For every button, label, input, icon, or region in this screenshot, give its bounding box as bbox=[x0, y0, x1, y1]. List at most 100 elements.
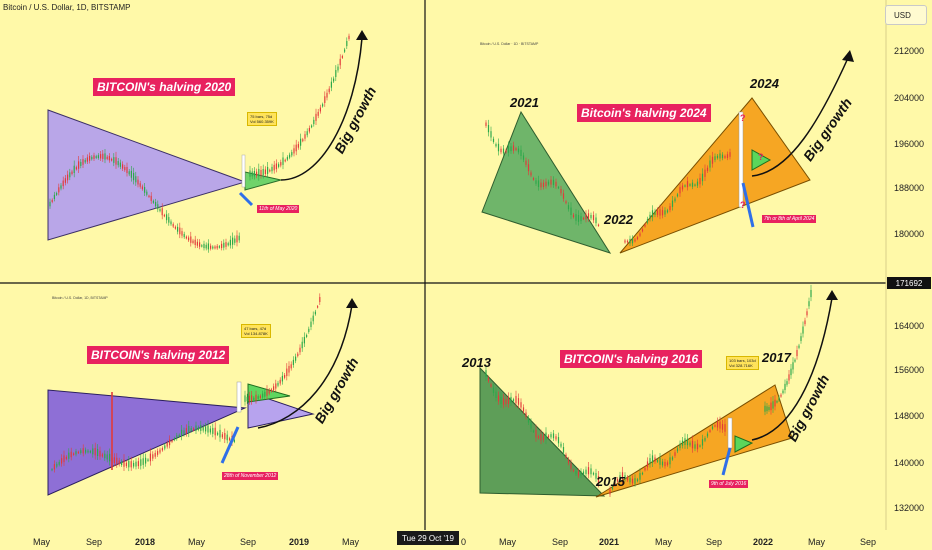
price-2024-candle bbox=[515, 148, 517, 151]
price-2016-candle bbox=[505, 399, 507, 405]
price-2024-candle bbox=[517, 148, 520, 153]
price-2024b-candle bbox=[699, 177, 701, 185]
price-2012b-candle bbox=[312, 315, 314, 322]
price-2024b-candle bbox=[669, 206, 671, 211]
price-2020-candle bbox=[181, 231, 183, 236]
price-2012-candle bbox=[226, 434, 228, 441]
price-2020-candle bbox=[141, 186, 143, 190]
price-2020-candle bbox=[117, 161, 119, 166]
price-2020-candle bbox=[82, 159, 84, 165]
price-2012b-candle bbox=[286, 368, 288, 377]
price-2020-candle bbox=[146, 191, 148, 195]
time-tick: 2021 bbox=[599, 537, 620, 547]
price-2012-candle bbox=[145, 457, 147, 464]
price-2024b-candle bbox=[659, 209, 661, 216]
price-2016b-candle bbox=[694, 444, 696, 449]
price-2024-candle bbox=[487, 125, 490, 133]
price-2024-candle bbox=[497, 143, 500, 152]
price-2016b-candle bbox=[699, 445, 701, 447]
price-2020-candle bbox=[196, 241, 198, 246]
price-2012-candle bbox=[65, 456, 67, 460]
price-2024-candle bbox=[592, 215, 595, 221]
price-2016c-candle bbox=[778, 397, 780, 401]
price-2016c-candle bbox=[798, 345, 800, 348]
price-2020-candle bbox=[166, 214, 168, 221]
price-2012-candle bbox=[159, 449, 161, 453]
price-2016c-candle bbox=[794, 359, 796, 362]
question-mark: ? bbox=[740, 200, 746, 210]
price-2024b-candle bbox=[704, 169, 706, 177]
price-2020-candle bbox=[172, 224, 174, 227]
time-tick: May bbox=[499, 537, 517, 547]
price-2012b-candle bbox=[299, 347, 301, 353]
price-2016b-candle bbox=[719, 421, 721, 429]
price-2024-candle bbox=[492, 138, 495, 142]
price-2020-candle bbox=[89, 155, 91, 161]
price-2024b-candle bbox=[626, 240, 629, 243]
price-2016-candle bbox=[575, 471, 577, 475]
price-2012b-candle bbox=[277, 382, 279, 386]
price-2012-candle bbox=[58, 461, 60, 465]
price-2012b-candle bbox=[292, 359, 294, 365]
price-2020-candle bbox=[223, 242, 225, 248]
time-tick: 2022 bbox=[753, 537, 774, 547]
price-2012-candle bbox=[173, 438, 175, 441]
price-2020b-candle bbox=[271, 166, 273, 172]
growth-arrowhead-2012 bbox=[346, 298, 358, 308]
price-2016b-candle bbox=[666, 462, 669, 466]
price-tick: 188000 bbox=[894, 183, 925, 193]
price-2020b-candle bbox=[286, 157, 288, 160]
year-label-2013: 2013 bbox=[462, 355, 491, 370]
halving-2016-title: BITCOIN's halving 2016 bbox=[560, 350, 703, 368]
price-2024-candle bbox=[525, 160, 527, 165]
price-2016-candle bbox=[542, 435, 545, 440]
time-tick: Sep bbox=[240, 537, 257, 547]
price-2024b-candle bbox=[624, 240, 626, 243]
price-2020-candle bbox=[139, 183, 141, 187]
price-2016b-candle bbox=[689, 442, 691, 446]
price-2020b-candle bbox=[295, 144, 297, 152]
price-2012-candle bbox=[63, 455, 65, 463]
price-2024b-candle bbox=[676, 194, 679, 197]
price-2020b-candle bbox=[324, 96, 326, 104]
price-2020-candle bbox=[71, 171, 73, 175]
price-2016b-candle bbox=[651, 455, 654, 463]
price-2016b-candle bbox=[634, 478, 636, 484]
price-2024b-candle bbox=[651, 210, 654, 218]
price-2012-candle bbox=[183, 430, 185, 435]
price-2016c-candle bbox=[804, 320, 806, 325]
price-2024b-candle bbox=[674, 198, 676, 202]
halving-2012-stats: 47 bars, 47d Vol 134.878K bbox=[241, 324, 271, 338]
price-2020-candle bbox=[203, 243, 205, 249]
price-2016b-candle bbox=[684, 438, 686, 446]
price-2016b-candle bbox=[664, 461, 666, 467]
price-2012-candle bbox=[142, 458, 144, 465]
price-2024b-candle bbox=[664, 210, 666, 215]
price-2020-candle bbox=[192, 240, 194, 244]
price-2012-candle bbox=[152, 454, 154, 459]
price-2024b-candle bbox=[696, 181, 699, 186]
price-2012b-candle bbox=[281, 375, 283, 382]
price-2012b-candle bbox=[244, 395, 246, 402]
price-2012-candle bbox=[140, 459, 142, 466]
price-2012-candle bbox=[219, 429, 221, 438]
halving-marker-2016 bbox=[727, 417, 733, 449]
price-2024-candle bbox=[572, 214, 575, 218]
price-2024b-candle bbox=[701, 173, 704, 182]
price-2016b-candle bbox=[669, 457, 671, 465]
time-tick: Sep bbox=[706, 537, 723, 547]
price-2024-candle bbox=[542, 182, 545, 187]
halving-2012-title: BITCOIN's halving 2012 bbox=[87, 346, 230, 364]
price-tick: 132000 bbox=[894, 503, 925, 513]
price-2020-candle bbox=[163, 214, 165, 217]
currency-button[interactable]: USD bbox=[885, 5, 927, 25]
price-2024-candle bbox=[547, 181, 550, 185]
price-2020-candle bbox=[108, 156, 110, 161]
price-tick: 156000 bbox=[894, 365, 925, 375]
price-2016-candle bbox=[587, 467, 590, 475]
price-2020b-candle bbox=[280, 162, 282, 166]
price-2012-candle bbox=[169, 439, 171, 446]
price-2024-candle bbox=[555, 181, 557, 187]
price-2024b-candle bbox=[689, 184, 691, 186]
